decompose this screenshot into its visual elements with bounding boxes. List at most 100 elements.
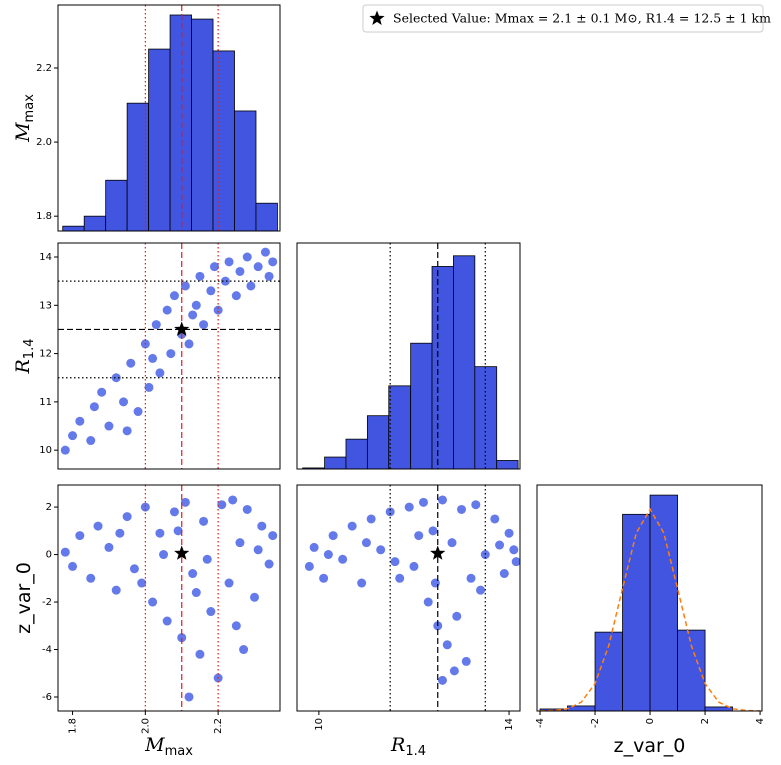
y-tick-label: 10 — [39, 445, 52, 456]
scatter-point — [97, 387, 107, 397]
scatter-point — [357, 578, 367, 588]
axis-label: R1.4 — [12, 339, 37, 375]
scatter-point — [159, 550, 169, 560]
scatter-point — [119, 397, 129, 407]
scatter-point — [173, 526, 183, 536]
axis-label-subscript: max — [165, 744, 194, 759]
panel: 2 0 -2 -4 -6 1.8 2.0 2.2 — [42, 484, 281, 734]
scatter-point — [169, 291, 179, 301]
scatter-point — [213, 305, 223, 315]
hist-bar — [324, 456, 347, 469]
scatter-point — [250, 592, 260, 602]
y-tick-label: -6 — [42, 692, 52, 703]
scatter-point — [449, 666, 459, 676]
scatter-point — [180, 281, 190, 291]
scatter-point — [202, 554, 212, 564]
scatter-point — [75, 416, 85, 426]
scatter-point — [404, 502, 414, 512]
legend-label: Selected Value: Mmax = 2.1 ± 0.1 M⊙, R1.… — [393, 11, 771, 26]
scatter-point — [246, 281, 256, 291]
hist-bar — [255, 202, 278, 231]
hist-bar — [496, 460, 519, 469]
scatter-point — [111, 585, 121, 595]
y-tick-label: -2 — [42, 597, 52, 608]
scatter-point — [209, 262, 219, 272]
scatter-point — [169, 507, 179, 517]
scatter-point — [104, 421, 114, 431]
hist-bar — [431, 266, 454, 469]
scatter-point — [162, 305, 172, 315]
y-tick-label: 13 — [39, 300, 52, 311]
scatter-point — [414, 531, 424, 541]
x-tick-label: 4 — [755, 718, 766, 724]
scatter-point — [499, 569, 509, 579]
panel: 10 14 — [296, 484, 521, 731]
scatter-point — [184, 692, 194, 702]
scatter-point — [191, 588, 201, 598]
y-tick-label: 12 — [39, 349, 52, 360]
plot-area — [58, 243, 280, 469]
scatter-point — [148, 353, 158, 363]
scatter-point — [457, 504, 467, 514]
scatter-point — [199, 320, 209, 330]
scatter-point — [195, 271, 205, 281]
scatter-point — [122, 426, 132, 436]
scatter-point — [509, 545, 519, 555]
panel — [296, 242, 521, 470]
scatter-point — [423, 597, 433, 607]
plot-area — [539, 494, 761, 711]
y-tick-label: 14 — [39, 252, 52, 263]
scatter-point — [466, 573, 476, 583]
axis-label-symbol: R — [12, 359, 34, 374]
axis-label: R1.4 — [390, 734, 426, 759]
scatter-point — [260, 247, 270, 257]
panel-frame — [536, 484, 763, 712]
axis-label-subscript: 1.4 — [405, 744, 426, 759]
scatter-point — [437, 675, 447, 685]
scatter-point — [60, 547, 70, 557]
panel-frame — [296, 484, 521, 712]
scatter-point — [476, 585, 486, 595]
scatter-point — [180, 497, 190, 507]
scatter-point — [104, 542, 114, 552]
scatter-point — [242, 252, 252, 262]
scatter-point — [264, 271, 274, 281]
x-tick-label: 2.2 — [213, 718, 224, 734]
scatter-point — [86, 436, 96, 446]
panel-frame — [57, 4, 281, 232]
scatter-point — [224, 578, 234, 588]
scatter-point — [239, 645, 249, 655]
hist-bar — [83, 215, 107, 231]
hist-bar — [366, 415, 390, 469]
scatter-point — [235, 266, 245, 276]
axis-label-text: z_var_0 — [614, 735, 686, 757]
x-tick-label: 2 — [700, 718, 711, 724]
scatter-point — [75, 531, 85, 541]
scatter-point — [126, 358, 136, 368]
scatter-point — [86, 573, 96, 583]
hist-bar — [704, 706, 733, 711]
scatter-point — [268, 257, 278, 267]
scatter-point — [323, 550, 333, 560]
scatter-point — [304, 561, 314, 571]
hist-bar — [169, 14, 192, 231]
scatter-point — [188, 569, 198, 579]
scatter-point — [228, 495, 238, 505]
scatter-point — [242, 504, 252, 514]
plot-area — [302, 243, 519, 469]
scatter-point — [366, 514, 376, 524]
scatter-point — [253, 545, 263, 555]
panel: 1.8 2.0 2.2 — [36, 4, 281, 232]
selected-star — [430, 545, 446, 560]
panel: 10 11 12 13 14 — [39, 242, 281, 470]
hist-bar — [212, 50, 235, 231]
hist-bar — [345, 438, 368, 469]
y-tick-label: -4 — [42, 645, 52, 656]
scatter-point — [395, 573, 405, 583]
hist-bar — [148, 48, 171, 231]
panel-frame — [57, 484, 281, 712]
scatter-point — [490, 514, 500, 524]
scatter-point — [151, 320, 161, 330]
scatter-point — [231, 621, 241, 631]
scatter-point — [89, 402, 99, 412]
